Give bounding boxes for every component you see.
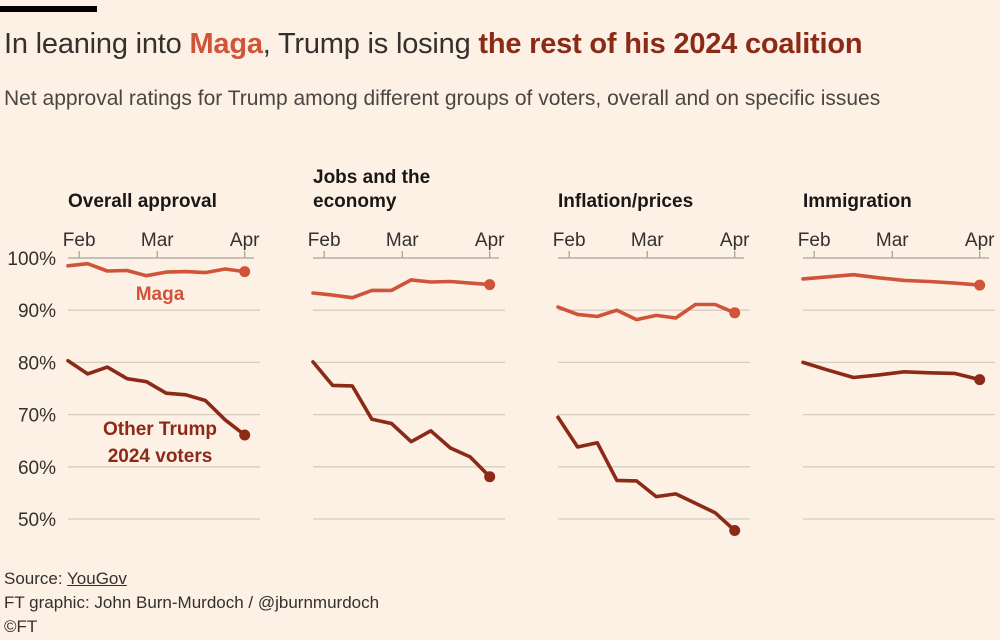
panel-1-maga-line (66, 261, 247, 278)
panel-4-title-line: Immigration (803, 191, 912, 212)
y-tick-label: 70% (18, 406, 56, 427)
source-line: Source: YouGov (4, 567, 379, 591)
panel-1-other-end-point (239, 429, 251, 441)
panel-4-other-end-point (974, 374, 986, 386)
y-tick-label: 50% (18, 510, 56, 531)
panel-3-maga-end-point (729, 307, 741, 319)
x-tick-label: Apr (720, 230, 750, 251)
x-tick-label: Mar (141, 230, 174, 251)
panel-1-other-line (66, 359, 247, 437)
chart-subtitle: Net approval ratings for Trump among dif… (4, 87, 881, 110)
x-tick-label: Mar (631, 230, 664, 251)
panel-2-other-line (311, 360, 492, 479)
approval-small-multiples-chart: 50% 60% 70% 80% 90% 100% Overall approval Feb Ma… (7, 167, 995, 536)
y-tick-label: 90% (18, 301, 56, 322)
panel-2-title-line: Jobs and the (313, 167, 430, 188)
panel-3-other-end-point (729, 525, 741, 536)
y-tick-label: 100% (7, 249, 56, 270)
panel-2-maga-end-point (484, 279, 496, 291)
x-tick-label: Feb (553, 230, 586, 251)
panel-4-maga-line (801, 272, 982, 287)
source-label: Source: (4, 569, 68, 588)
panel-3-maga-line (556, 302, 737, 322)
x-tick-label: Feb (63, 230, 96, 251)
chart-title: In leaning into Maga, Trump is losing th… (4, 28, 863, 61)
panel-3-title-line: Inflation/prices (558, 191, 693, 212)
title-rest: the rest of his 2024 coalition (478, 28, 863, 60)
x-tick-label: Mar (386, 230, 419, 251)
panel-2-title-line: economy (313, 191, 397, 212)
panel-2-other-end-point (484, 471, 496, 483)
panel-1-maga-end-point (239, 266, 251, 278)
credit-line: FT graphic: John Burn-Murdoch / @jburnmu… (4, 593, 380, 612)
ft-brand-bar (0, 6, 97, 12)
panel-4-other-line (801, 360, 982, 382)
source-link[interactable]: YouGov (67, 569, 127, 588)
maga-series-label: Maga (136, 284, 185, 305)
other-series-label-line-1: Other Trump (103, 419, 217, 440)
copyright-line: ©FT (4, 617, 38, 636)
title-mid: , Trump is losing (262, 28, 479, 60)
title-pre: In leaning into (4, 28, 190, 60)
panel-1-title-line: Overall approval (68, 191, 217, 212)
x-tick-label: Feb (798, 230, 831, 251)
title-maga: Maga (189, 28, 263, 60)
panel-3-other-line (556, 415, 737, 533)
footer: Source: YouGov FT graphic: John Burn-Mur… (4, 567, 379, 639)
panel-2-maga-line (311, 278, 492, 300)
x-tick-label: Apr (965, 230, 995, 251)
y-tick-label: 60% (18, 458, 56, 479)
x-tick-label: Feb (308, 230, 341, 251)
x-tick-label: Apr (475, 230, 505, 251)
panel-4-maga-end-point (974, 279, 986, 291)
x-tick-label: Apr (230, 230, 260, 251)
other-series-label-line-2: 2024 voters (108, 446, 213, 467)
y-tick-label: 80% (18, 353, 56, 374)
x-tick-label: Mar (876, 230, 909, 251)
